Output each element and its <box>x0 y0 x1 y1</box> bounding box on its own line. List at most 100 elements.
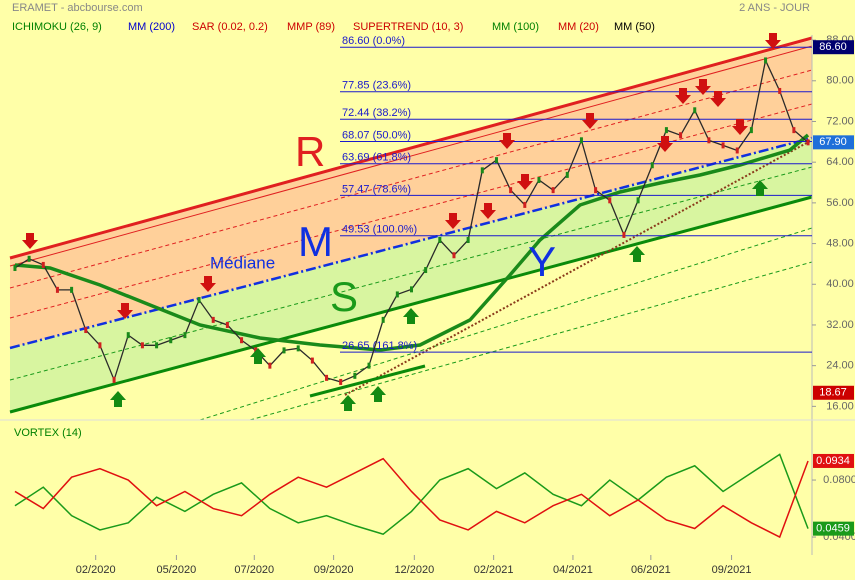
candle <box>565 171 569 178</box>
candle <box>98 342 102 349</box>
candle <box>169 337 173 344</box>
candle <box>13 264 17 271</box>
candle <box>339 378 343 385</box>
price-marker-label: 86.60 <box>819 41 847 53</box>
fib-label: 49.53 (100.0%) <box>342 224 417 236</box>
candle <box>778 87 782 94</box>
resistance-line <box>9 36 813 260</box>
channel-dash <box>9 103 813 319</box>
candle <box>480 167 484 174</box>
sell-arrow <box>657 136 673 152</box>
candle <box>749 127 753 134</box>
x-tick-label: 07/2020 <box>234 564 274 576</box>
buy-arrow <box>110 391 126 407</box>
candle <box>140 342 144 349</box>
candle <box>494 157 498 164</box>
candle <box>679 132 683 139</box>
candle <box>409 286 413 293</box>
last-value-label: 0.0459 <box>816 523 850 535</box>
chart-title: ERAMET - abcbourse.com <box>12 2 143 14</box>
last-value-label: 0.0934 <box>816 455 850 467</box>
sell-arrow <box>517 174 533 190</box>
candle <box>693 107 697 114</box>
candle <box>310 357 314 364</box>
candle <box>353 372 357 379</box>
sell-arrow <box>675 88 691 104</box>
fib-label: 26.65 (161.8%) <box>342 340 417 352</box>
sell-arrow <box>582 113 598 129</box>
y-tick-label: 16.00 <box>826 400 854 412</box>
candle <box>70 286 74 293</box>
x-tick-label: 05/2020 <box>157 564 197 576</box>
channel-dash <box>249 261 813 421</box>
fib-label: 77.85 (23.6%) <box>342 80 411 92</box>
vortex-title: VORTEX (14) <box>14 427 82 439</box>
x-tick-label: 09/2021 <box>712 564 752 576</box>
sell-arrow <box>732 119 748 135</box>
candle <box>84 327 88 334</box>
y-tick-label: 72.00 <box>826 115 854 127</box>
y-tick-label: 64.00 <box>826 156 854 168</box>
candle <box>240 337 244 344</box>
candle <box>551 187 555 194</box>
price-marker-label: 18.67 <box>819 387 847 399</box>
candle <box>197 297 201 304</box>
buy-arrow <box>340 395 356 411</box>
candle <box>183 332 187 339</box>
chart-subtitle: 2 ANS - JOUR <box>739 2 810 14</box>
price-marker <box>813 40 854 55</box>
candle <box>381 316 385 323</box>
fib-label: 57.47 (78.6%) <box>342 183 411 195</box>
candle <box>764 57 768 64</box>
sell-arrow <box>480 203 496 219</box>
candle <box>225 321 229 328</box>
sell-arrow <box>22 233 38 249</box>
annotation: Y <box>528 238 556 285</box>
candle <box>296 345 300 352</box>
price-marker <box>813 135 854 150</box>
sell-arrow <box>710 91 726 107</box>
buy-arrow <box>370 386 386 402</box>
candle <box>112 376 116 383</box>
annotation: M <box>298 218 333 265</box>
indicator-label: SUPERTREND (10, 3) <box>353 21 463 33</box>
candle <box>622 231 626 238</box>
y-tick-label: 32.00 <box>826 319 854 331</box>
indicator-label: SAR (0.02, 0.2) <box>192 21 268 33</box>
candle <box>579 137 583 144</box>
sell-arrow <box>695 79 711 95</box>
candle <box>254 347 258 354</box>
candle <box>452 252 456 259</box>
resistance-zone <box>10 40 812 348</box>
indicator-label: MM (100) <box>492 21 539 33</box>
candle <box>537 176 541 183</box>
fib-label: 86.60 (0.0%) <box>342 35 405 47</box>
sell-arrow <box>445 213 461 229</box>
channel-dash <box>9 69 813 289</box>
candle <box>523 201 527 208</box>
candle <box>650 162 654 169</box>
y-tick-label: 80.00 <box>826 75 854 87</box>
support-line <box>9 195 813 414</box>
series-line <box>14 457 809 539</box>
candle <box>664 127 668 134</box>
sell-arrow <box>117 303 133 319</box>
candle <box>55 286 59 293</box>
buy-arrow <box>250 348 266 364</box>
indicator-label: MM (200) <box>128 21 175 33</box>
channel-dash <box>199 227 813 421</box>
candle <box>282 347 286 354</box>
y-tick-label: 48.00 <box>826 237 854 249</box>
candle <box>792 127 796 134</box>
y-tick-label: 56.00 <box>826 197 854 209</box>
candle <box>424 267 428 274</box>
candle <box>735 147 739 154</box>
price-marker-label: 67.90 <box>819 136 847 148</box>
trend-line-s <box>309 364 426 398</box>
buy-arrow <box>629 246 645 262</box>
candle <box>721 142 725 149</box>
y-tick-label: 0.0800 <box>823 474 855 486</box>
last-value-box <box>813 453 854 468</box>
fib-label: 63.69 (61.8%) <box>342 152 411 164</box>
